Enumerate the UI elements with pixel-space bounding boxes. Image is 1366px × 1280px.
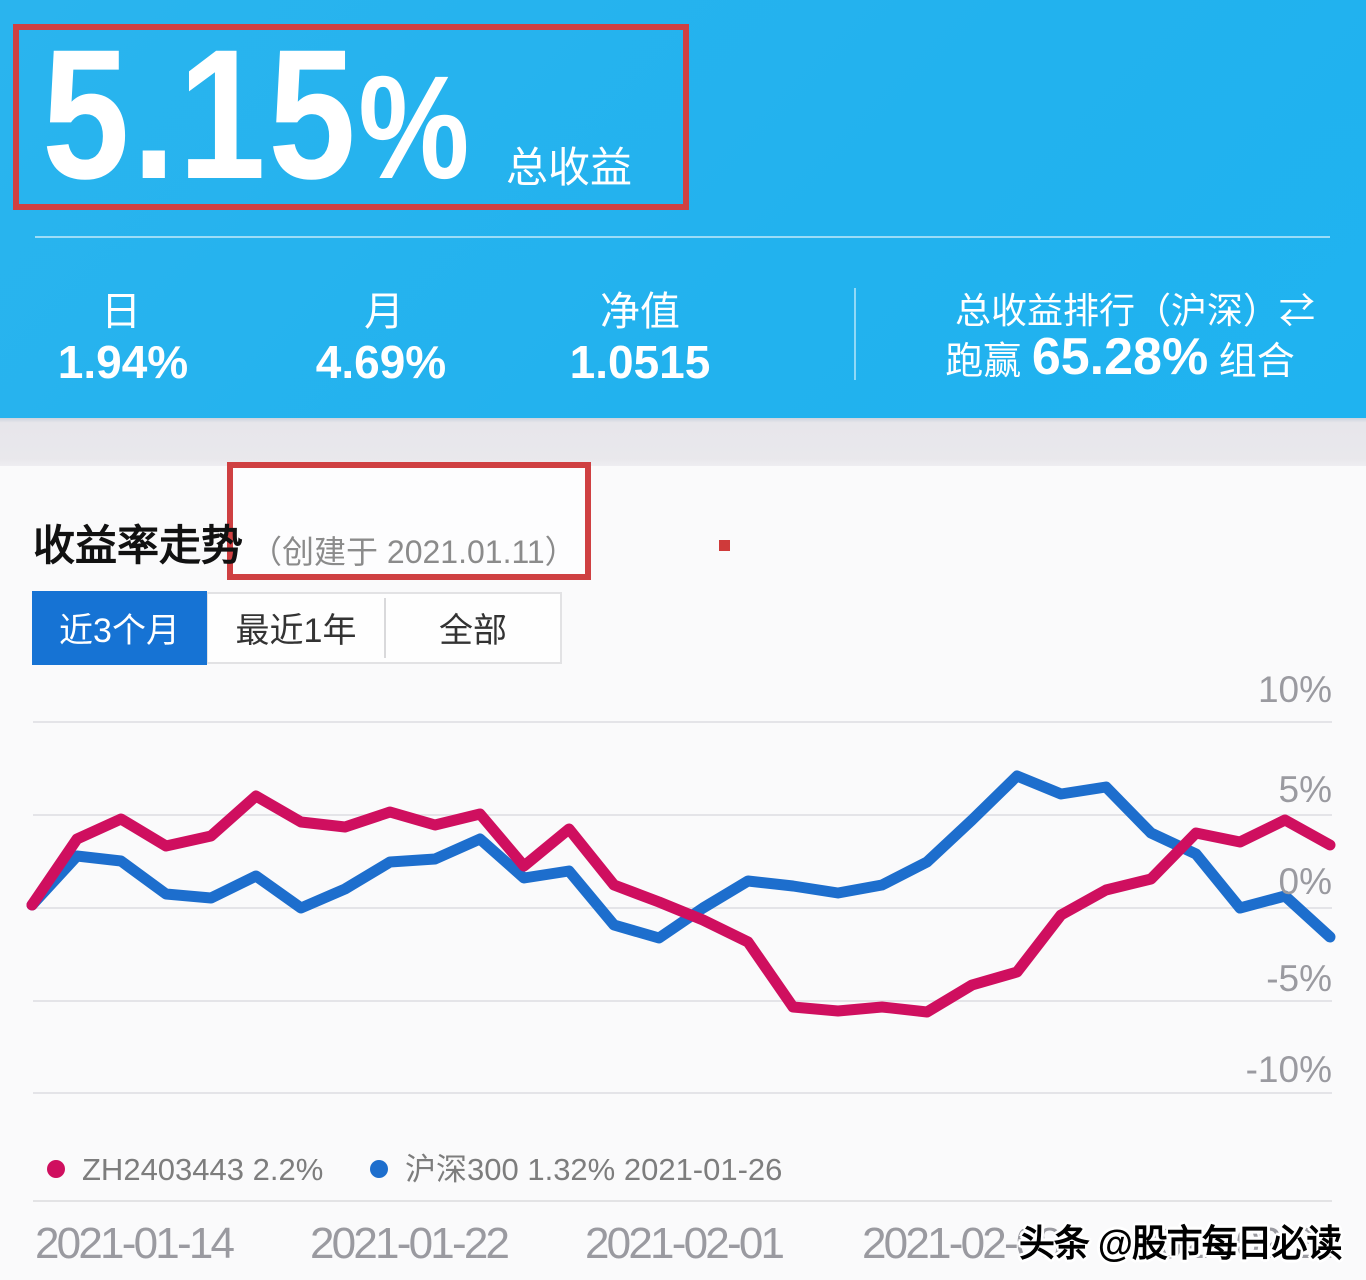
svg-text:2021-02-08: 2021-02-08 <box>862 1219 1062 1268</box>
svg-text:沪深300 1.32% 2021-01-26: 沪深300 1.32% 2021-01-26 <box>405 1152 782 1187</box>
svg-text:2021-02-01: 2021-02-01 <box>585 1219 785 1268</box>
svg-text:2021-02-24: 2021-02-24 <box>1137 1219 1337 1268</box>
svg-text:ZH2403443 2.2%: ZH2403443 2.2% <box>82 1152 323 1187</box>
svg-text:0%: 0% <box>1279 861 1332 902</box>
svg-text:10%: 10% <box>1258 669 1332 710</box>
svg-text:-5%: -5% <box>1266 958 1332 999</box>
svg-text:5%: 5% <box>1279 769 1332 810</box>
svg-text:-10%: -10% <box>1246 1049 1332 1090</box>
svg-text:2021-01-22: 2021-01-22 <box>310 1219 510 1268</box>
svg-text:2021-01-14: 2021-01-14 <box>35 1219 235 1268</box>
